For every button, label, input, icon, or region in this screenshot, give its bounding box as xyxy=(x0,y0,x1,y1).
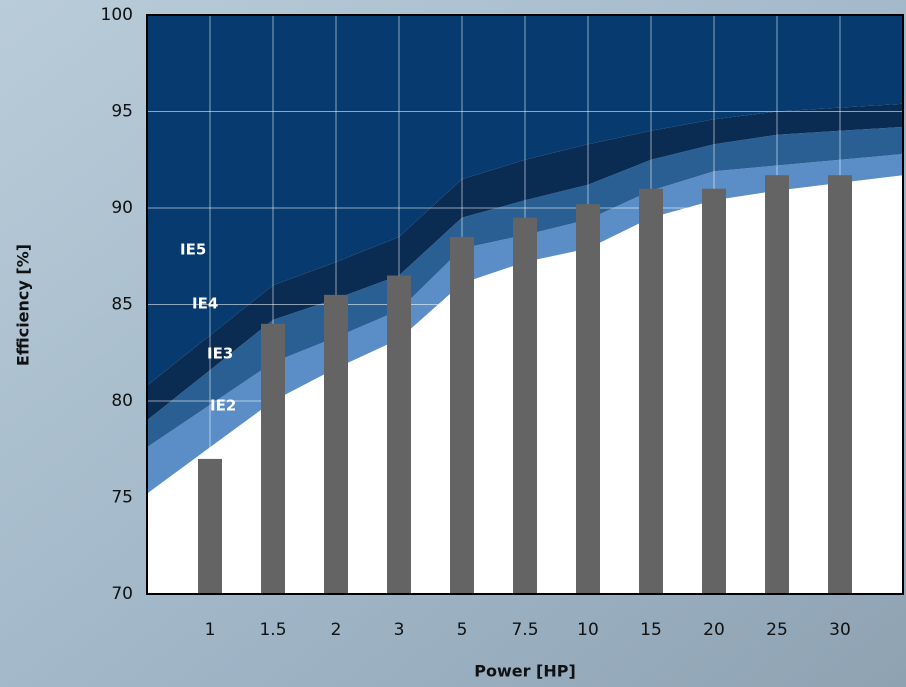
x-tick-label: 20 xyxy=(703,620,725,640)
bar xyxy=(513,217,537,594)
y-tick-label: 85 xyxy=(111,295,133,315)
x-tick-label: 25 xyxy=(766,620,788,640)
y-tick-label: 70 xyxy=(111,584,133,604)
plot-frame xyxy=(146,14,904,595)
bar xyxy=(387,275,411,594)
x-tick-label: 15 xyxy=(640,620,662,640)
x-tick-label: 7.5 xyxy=(511,620,538,640)
x-axis-label: Power [HP] xyxy=(474,662,576,681)
x-tick-label: 30 xyxy=(829,620,851,640)
bar xyxy=(450,236,474,594)
band-label: IE4 xyxy=(192,295,218,313)
bar xyxy=(324,294,348,594)
bar xyxy=(576,204,600,594)
bar xyxy=(765,175,789,594)
y-tick-label: 80 xyxy=(111,391,133,411)
band-label: IE3 xyxy=(207,345,233,363)
band-area xyxy=(147,126,903,448)
bar xyxy=(702,188,726,594)
x-tick-label: 5 xyxy=(457,620,468,640)
x-tick-label: 3 xyxy=(394,620,405,640)
x-tick-label: 1 xyxy=(205,620,216,640)
x-tick-label: 2 xyxy=(331,620,342,640)
y-tick-label: 100 xyxy=(101,5,133,25)
y-axis-label: Efficiency [%] xyxy=(14,244,33,366)
band-label: IE5 xyxy=(180,241,206,259)
bar xyxy=(828,175,852,594)
y-tick-label: 95 xyxy=(111,102,133,122)
x-tick-label: 1.5 xyxy=(259,620,286,640)
x-tick-label: 10 xyxy=(577,620,599,640)
band-label: IE2 xyxy=(210,397,236,415)
bar xyxy=(639,188,663,594)
bar xyxy=(198,458,222,594)
bar xyxy=(261,323,285,594)
y-tick-label: 75 xyxy=(111,488,133,508)
y-tick-label: 90 xyxy=(111,198,133,218)
